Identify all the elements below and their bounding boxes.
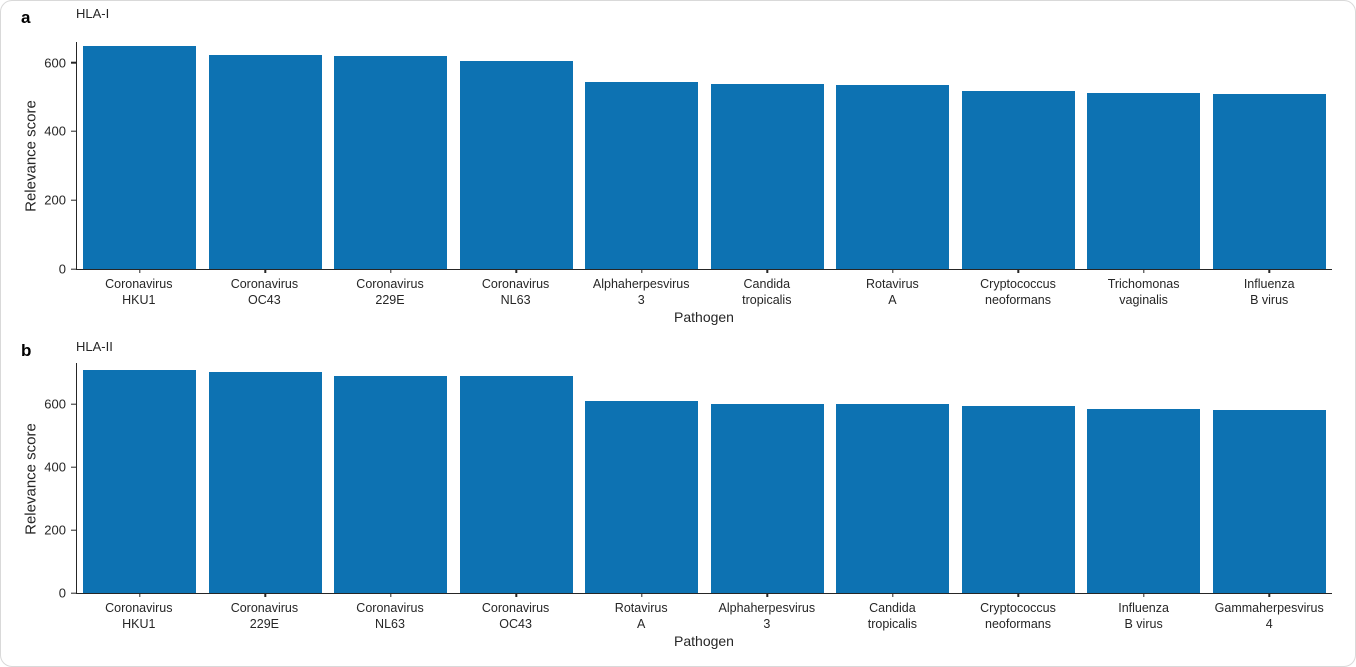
chart-title-hla-i: HLA-I [76,6,110,21]
x-category-label: Coronavirus HKU1 [105,277,173,308]
bar [710,403,824,593]
x-axis-ticks [77,593,1332,598]
y-tick-label: 600 [44,55,66,71]
y-tick-label: 200 [44,192,66,208]
x-axis-label: Pathogen [674,309,734,325]
x-tick-mark [766,269,768,273]
x-category-label: Influenza B virus [1243,277,1295,308]
bar [585,401,699,593]
x-tick-mark [1017,593,1019,597]
bar [1212,410,1326,593]
y-tick-label: 0 [58,585,66,601]
y-tick-mark [71,403,77,405]
x-category-label: Candida tropicalis [742,277,792,308]
y-tick-mark [71,466,77,468]
x-tick-mark [1268,593,1270,597]
x-tick-mark [1268,269,1270,273]
plot-area: 0 200 400 600 [44,363,1332,600]
x-tick-mark [892,593,894,597]
y-tick-mark [71,199,77,201]
bar [334,55,448,269]
x-category-label: Candida tropicalis [867,601,918,632]
x-category-label: Coronavirus HKU1 [105,601,173,632]
y-tick-mark [71,529,77,531]
panel-hla-ii: b HLA-II Relevance score 0 200 400 600 Coro… [1,334,1355,666]
bar [961,405,1075,593]
y-axis-label: Relevance score [22,100,40,212]
bar [1087,92,1201,269]
x-category-label: Cryptococcus neoformans [980,601,1056,632]
bars-container [77,42,1332,269]
chart-title-hla-ii: HLA-II [76,339,113,354]
x-category-labels: Coronavirus HKU1 Coronavirus 229E Coronavi… [76,600,1332,632]
x-tick-mark [390,593,392,597]
bar [961,90,1075,269]
x-tick-mark [641,269,643,273]
x-axis-label: Pathogen [674,633,734,649]
panel-hla-i: a HLA-I Relevance score 0 200 400 600 Coron… [1,1,1355,334]
x-category-label: Rotavirus A [614,601,668,632]
x-category-label: Gammaherpesvirus 4 [1214,601,1324,632]
y-tick-label: 0 [58,261,66,277]
x-tick-mark [264,269,266,273]
x-category-label: Coronavirus 229E [230,601,299,632]
x-tick-mark [264,593,266,597]
x-category-label: Rotavirus A [865,277,919,308]
x-category-label: Cryptococcus neoformans [980,277,1056,308]
y-tick-mark [71,61,77,64]
bar [585,81,699,269]
y-tick-mark [71,130,77,133]
x-tick-mark [1143,593,1145,597]
y-tick-mark [71,592,77,594]
x-category-label: Coronavirus NL63 [481,277,550,308]
x-tick-mark [515,593,517,597]
x-category-label: Alphaherpesvirus 3 [718,601,816,632]
y-tick-label: 400 [44,123,66,139]
panel-label-b: b [21,341,32,360]
bar [710,83,824,269]
bar [83,369,197,593]
bar [1212,93,1326,269]
x-tick-mark [1143,269,1145,273]
bar [836,404,950,593]
bar [459,60,573,269]
x-category-label: Alphaherpesvirus 3 [592,277,690,308]
x-category-label: Trichomonas vaginalis [1107,277,1180,308]
x-category-label: Coronavirus 229E [356,277,424,308]
bar [83,46,197,269]
x-tick-mark [139,593,141,597]
bars-container [77,363,1332,593]
bar [208,371,322,593]
y-tick-label: 400 [44,459,66,475]
x-tick-mark [766,593,768,597]
bar [836,85,950,269]
y-axis-ticks: 0 200 400 600 [44,42,1332,276]
x-tick-mark [390,269,392,273]
x-category-labels: Coronavirus HKU1 Coronavirus OC43 Coronavi… [76,276,1332,308]
bar [459,376,573,593]
bar [1087,408,1201,593]
y-axis-ticks: 0 200 400 600 [44,363,1332,600]
x-tick-mark [1017,269,1019,273]
y-axis-label: Relevance score [22,422,40,535]
x-tick-mark [139,269,141,273]
x-category-label: Coronavirus OC43 [230,277,299,308]
panel-label-a: a [21,8,31,27]
y-tick-mark [71,268,77,270]
x-category-label: Coronavirus NL63 [356,601,424,632]
bar [334,375,448,593]
x-tick-mark [892,269,894,273]
y-tick-label: 200 [44,522,66,538]
x-axis-ticks [77,269,1332,274]
bar [208,55,322,269]
x-category-label: Coronavirus OC43 [481,601,550,632]
x-tick-mark [515,269,517,273]
y-tick-label: 600 [44,396,66,412]
plot-area: 0 200 400 600 [44,42,1332,276]
x-tick-mark [641,593,643,597]
x-category-label: Influenza B virus [1118,601,1169,632]
